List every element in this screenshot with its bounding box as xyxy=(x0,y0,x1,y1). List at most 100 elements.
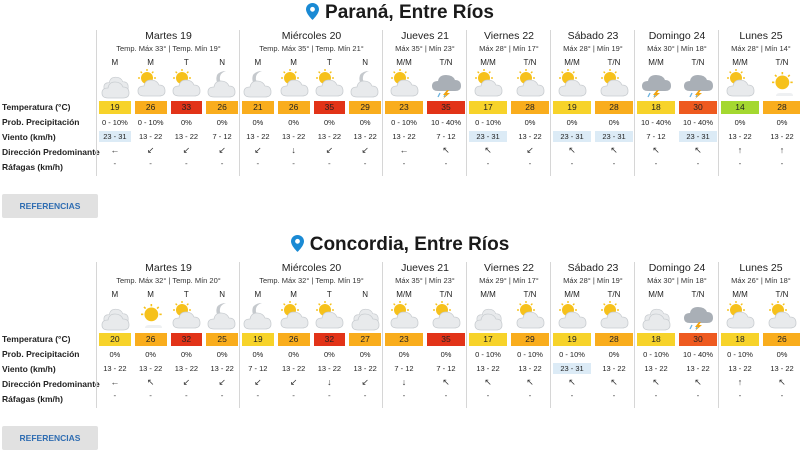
wind-direction-icon: ← xyxy=(110,145,120,155)
temperature-cell: 32 xyxy=(170,333,203,346)
period-label: T/N xyxy=(523,58,537,67)
temperature-cell: 19 xyxy=(553,101,591,114)
precipitation-probability: 10 - 40% xyxy=(682,350,714,359)
day-name: Lunes 25 xyxy=(739,262,783,274)
wind-gusts: - xyxy=(256,159,260,168)
wind-speed: 13 - 22 xyxy=(644,364,668,373)
day-name: Martes 19 xyxy=(145,30,192,42)
day-name: Sábado 23 xyxy=(567,262,619,274)
wind-speed: 23 - 31 xyxy=(99,131,131,142)
period-label: M xyxy=(254,290,262,299)
wind-gusts: - xyxy=(486,159,490,168)
temperature-cell: 17 xyxy=(469,333,507,346)
wind-speed: 13 - 22 xyxy=(518,132,542,141)
temperature-cell: 23 xyxy=(385,333,423,346)
partly-sunny-icon xyxy=(514,68,546,105)
row-label-wind: Viento (km/h) xyxy=(2,364,56,374)
precipitation-probability: 0% xyxy=(440,350,452,359)
wind-gusts: - xyxy=(149,391,152,400)
temperature-cell: 26 xyxy=(763,333,800,346)
day-temp-range: Máx 29° | Mín 17° xyxy=(479,276,539,285)
row-label-gust: Ráfagas (km/h) xyxy=(2,394,63,404)
period-label: T/N xyxy=(607,290,621,299)
wind-gusts: - xyxy=(528,159,532,168)
wind-gusts: - xyxy=(654,391,658,400)
temperature-cell: 14 xyxy=(721,101,759,114)
temperature-cell: 26 xyxy=(277,101,310,114)
temperature-cell: 28 xyxy=(763,101,800,114)
day-name: Jueves 21 xyxy=(401,30,449,42)
wind-speed: 23 - 31 xyxy=(469,131,507,142)
precipitation-probability: 0 - 10% xyxy=(643,350,669,359)
wind-speed: 13 - 22 xyxy=(138,132,163,141)
sun-icon xyxy=(135,300,167,337)
precipitation-probability: 0% xyxy=(524,118,536,127)
wind-speed: 13 - 22 xyxy=(174,364,199,373)
period-label: T/N xyxy=(439,58,453,67)
wind-gusts: - xyxy=(363,391,367,400)
wind-gusts: - xyxy=(696,391,700,400)
wind-speed: 13 - 22 xyxy=(174,132,199,141)
day-separator xyxy=(718,262,719,408)
day-temp-range: Máx 26° | Mín 18° xyxy=(731,276,791,285)
wind-gusts: - xyxy=(612,391,616,400)
day-name: Jueves 21 xyxy=(401,262,449,274)
day-column: Martes 19 Temp. Máx 33° | Temp. Mín 19° M 1… xyxy=(96,30,240,176)
wind-direction-icon: ↖ xyxy=(442,377,450,387)
precipitation-probability: 0% xyxy=(323,350,335,359)
period-label: M/M xyxy=(564,58,580,67)
wind-direction-icon: ↙ xyxy=(254,377,262,387)
cloudy-icon xyxy=(349,300,381,337)
wind-speed: 13 - 22 xyxy=(686,364,710,373)
period-label: M/M xyxy=(480,58,496,67)
temperature-cell: 17 xyxy=(469,101,507,114)
period-label: T/N xyxy=(775,58,789,67)
day-temp-range: Máx 28° | Mín 14° xyxy=(731,44,791,53)
cloudy-icon xyxy=(99,300,131,337)
wind-gusts: - xyxy=(738,159,742,168)
cloudy-icon xyxy=(99,68,131,105)
day-column: Viernes 22 Máx 29° | Mín 17° M/M 17 0 - 10% 1… xyxy=(466,262,551,408)
references-button[interactable]: REFERENCIAS xyxy=(2,194,98,218)
precipitation-probability: 0% xyxy=(109,350,121,359)
partly-sunny-icon xyxy=(170,68,202,105)
period-label: M/M xyxy=(732,290,748,299)
temperature-cell: 26 xyxy=(134,101,167,114)
wind-gusts: - xyxy=(780,159,784,168)
wind-speed: 13 - 22 xyxy=(392,132,416,141)
wind-direction-icon: ↖ xyxy=(568,145,576,155)
day-name: Miércoles 20 xyxy=(281,262,342,274)
temperature-cell: 29 xyxy=(511,333,549,346)
day-column: Miércoles 20 Temp. Máx 32° | Temp. Mín 19… xyxy=(239,262,383,408)
wind-gusts: - xyxy=(444,159,448,168)
day-temp-range: Temp. Máx 32° | Temp. Mín 20° xyxy=(116,276,221,285)
temperature-cell: 23 xyxy=(385,101,423,114)
temperature-cell: 18 xyxy=(637,101,675,114)
wind-direction-icon: ↖ xyxy=(526,377,534,387)
wind-speed: 23 - 31 xyxy=(679,131,717,142)
period-label: N xyxy=(219,58,226,67)
wind-direction-icon: ↙ xyxy=(526,145,534,155)
references-button[interactable]: REFERENCIAS xyxy=(2,426,98,450)
row-label-prob: Prob. Precipitación xyxy=(2,349,80,359)
precipitation-probability: 0% xyxy=(180,350,192,359)
day-column: Jueves 21 Máx 35° | Mín 23° M/M 23 0% 7 - 12 ↓… xyxy=(382,262,467,408)
day-temp-range: Máx 28° | Mín 19° xyxy=(563,276,623,285)
wind-gusts: - xyxy=(220,391,224,400)
wind-gusts: - xyxy=(570,391,574,400)
thunderstorm-icon xyxy=(640,68,672,105)
row-label-temp: Temperatura (°C) xyxy=(2,102,71,112)
wind-speed: 7 - 12 xyxy=(646,132,666,141)
period-label: M xyxy=(290,58,297,67)
precipitation-probability: 10 - 40% xyxy=(682,118,714,127)
partly-sunny-icon xyxy=(724,68,756,105)
day-separator xyxy=(550,30,551,176)
wind-gusts: - xyxy=(402,159,406,168)
wind-gusts: - xyxy=(696,159,700,168)
temperature-cell: 21 xyxy=(242,101,274,114)
day-separator xyxy=(466,262,467,408)
wind-gusts: - xyxy=(292,159,295,168)
temperature-cell: 25 xyxy=(206,333,238,346)
day-temp-range: Temp. Máx 33° | Temp. Mín 19° xyxy=(116,44,221,53)
wind-direction-icon: ↖ xyxy=(694,377,702,387)
